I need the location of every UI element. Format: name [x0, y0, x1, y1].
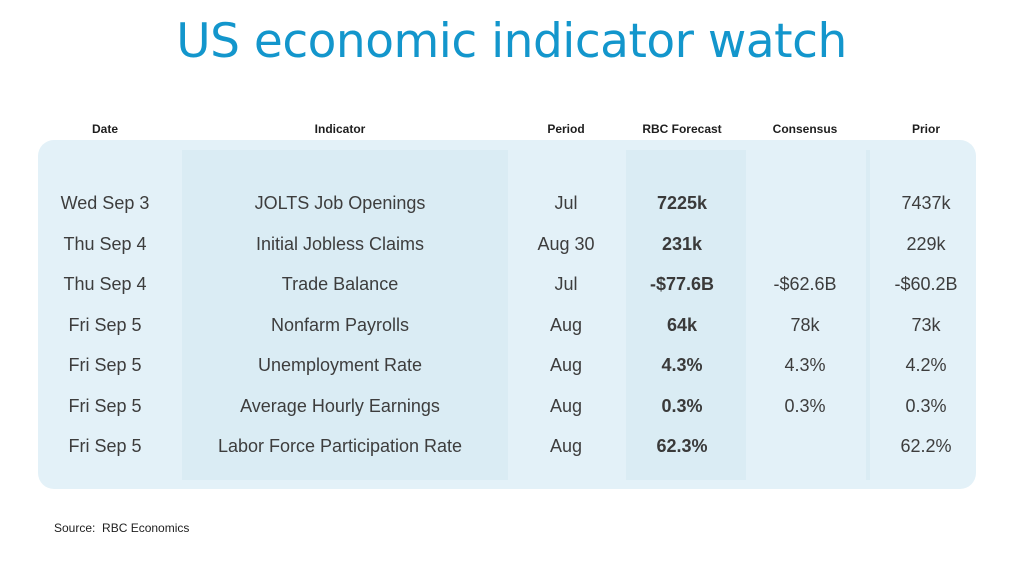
cell-period: Jul	[554, 274, 578, 294]
cell-prior: 4.2%	[905, 355, 947, 375]
source-note: Source: RBC Economics	[54, 521, 190, 535]
cell-consensus: 4.3%	[784, 355, 826, 375]
header-date: Date	[91, 122, 118, 136]
cell-rbc-forecast: 62.3%	[656, 436, 708, 456]
cell-indicator: Labor Force Participation Rate	[217, 436, 463, 456]
table-row: Thu Sep 4 Trade Balance Jul -$77.6B -$62.6B -…	[0, 264, 1023, 305]
header-rbc-forecast: RBC Forecast	[642, 122, 722, 136]
cell-period: Aug 30	[537, 233, 595, 254]
table-body: Wed Sep 3 JOLTS Job Openings Jul 7225k 7437k…	[0, 183, 1023, 467]
column-shade-forecast	[626, 150, 746, 480]
cell-indicator: Average Hourly Earnings	[240, 395, 440, 416]
cell-prior: 62.2%	[900, 436, 952, 456]
header-prior: Prior	[911, 122, 940, 136]
column-shade-indicator	[182, 150, 508, 480]
cell-indicator: Unemployment Rate	[257, 355, 423, 375]
cell-indicator: JOLTS Job Openings	[254, 193, 426, 213]
cell-date: Thu Sep 4	[63, 233, 147, 254]
header-indicator: Indicator	[314, 122, 366, 136]
cell-indicator: Nonfarm Payrolls	[270, 314, 410, 335]
cell-prior: 73k	[911, 314, 941, 335]
cell-rbc-forecast: 4.3%	[661, 355, 703, 375]
column-divider-prior	[866, 150, 870, 480]
table-row: Wed Sep 3 JOLTS Job Openings Jul 7225k 7437k	[0, 183, 1023, 224]
cell-prior: -$60.2B	[894, 274, 958, 294]
cell-prior: 0.3%	[905, 395, 947, 416]
cell-date: Wed Sep 3	[60, 193, 150, 213]
cell-period: Aug	[549, 314, 583, 335]
cell-rbc-forecast: 231k	[661, 233, 703, 254]
cell-period: Aug	[549, 395, 583, 416]
table-row: Fri Sep 5 Unemployment Rate Aug 4.3% 4.3% 4.2…	[0, 345, 1023, 386]
cell-date: Fri Sep 5	[68, 436, 142, 456]
cell-consensus: -$62.6B	[773, 274, 837, 294]
cell-rbc-forecast: 7225k	[656, 193, 708, 213]
cell-consensus: 78k	[790, 314, 820, 335]
cell-consensus: 0.3%	[784, 395, 826, 416]
table-row: Fri Sep 5 Labor Force Participation Rate A…	[0, 426, 1023, 467]
cell-rbc-forecast: -$77.6B	[649, 274, 715, 294]
cell-date: Fri Sep 5	[68, 355, 142, 375]
cell-rbc-forecast: 0.3%	[661, 395, 703, 416]
table-row: Thu Sep 4 Initial Jobless Claims Aug 30 231…	[0, 224, 1023, 265]
cell-indicator: Initial Jobless Claims	[255, 233, 425, 254]
table-header: Date Indicator Period RBC Forecast Conse…	[0, 120, 1023, 138]
cell-indicator: Trade Balance	[281, 274, 399, 294]
cell-date: Fri Sep 5	[68, 314, 142, 335]
cell-prior: 229k	[906, 233, 946, 254]
cell-prior: 7437k	[901, 193, 951, 213]
cell-date: Thu Sep 4	[63, 274, 147, 294]
page-title: US economic indicator watch	[176, 14, 847, 69]
cell-period: Aug	[549, 436, 583, 456]
header-consensus: Consensus	[772, 122, 838, 136]
table-row: Fri Sep 5 Nonfarm Payrolls Aug 64k 78k 73k	[0, 305, 1023, 346]
cell-period: Aug	[549, 355, 583, 375]
cell-period: Jul	[554, 193, 578, 213]
table-row: Fri Sep 5 Average Hourly Earnings Aug 0.3% 0…	[0, 386, 1023, 427]
cell-date: Fri Sep 5	[68, 395, 142, 416]
header-period: Period	[547, 122, 585, 136]
cell-rbc-forecast: 64k	[666, 314, 698, 335]
